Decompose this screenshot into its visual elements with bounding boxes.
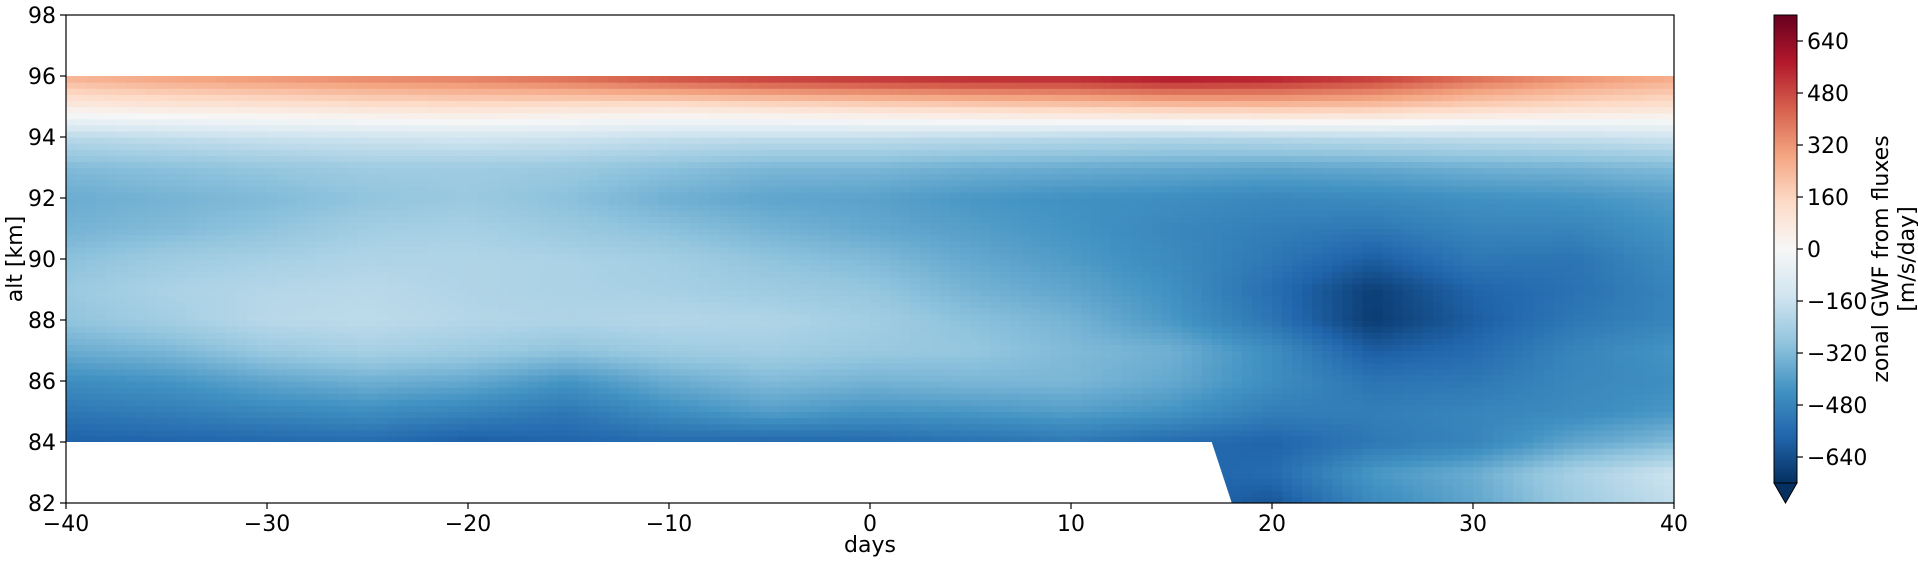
x-tick-label: 10 — [1057, 512, 1085, 537]
x-tick-label: 0 — [863, 512, 877, 537]
colorbar: 640 480 320 160 0 −160 −320 −480 −640 zonal GWF … — [1773, 14, 1918, 505]
x-tick-label: 40 — [1660, 512, 1688, 537]
y-tick-label: 82 — [28, 492, 56, 517]
x-tick-label: −20 — [445, 512, 491, 537]
y-axis-ticks: 82 84 86 88 90 92 94 96 98 — [28, 4, 66, 517]
x-tick-label: 20 — [1258, 512, 1286, 537]
colorbar-min-extension — [1773, 482, 1798, 505]
x-tick-label: −30 — [244, 512, 290, 537]
x-tick-label: −40 — [43, 512, 89, 537]
colorbar-label-line2: [m/s/day] — [1895, 206, 1918, 311]
colorbar-tick-label: 480 — [1807, 82, 1849, 107]
y-tick-label: 84 — [28, 431, 56, 456]
y-tick-label: 88 — [28, 309, 56, 334]
colorbar-label-line1: zonal GWF from fluxes — [1869, 135, 1894, 382]
y-tick-label: 90 — [28, 248, 56, 273]
colorbar-tick-label: 0 — [1807, 238, 1821, 263]
no-data-region — [66, 15, 1674, 503]
colorbar-tick-label: −640 — [1807, 446, 1867, 471]
x-axis-label: days — [844, 533, 896, 558]
x-axis-ticks: −40 −30 −20 −10 0 10 20 30 40 — [43, 503, 1688, 537]
colorbar-tick-label: −480 — [1807, 394, 1867, 419]
colorbar-tick-label: 640 — [1807, 30, 1849, 55]
y-tick-label: 92 — [28, 187, 56, 212]
x-tick-label: −10 — [646, 512, 692, 537]
y-tick-label: 98 — [28, 4, 56, 29]
colorbar-tick-label: 320 — [1807, 134, 1849, 159]
colorbar-ticks: 640 480 320 160 0 −160 −320 −480 −640 — [1797, 30, 1867, 471]
x-tick-label: 30 — [1459, 512, 1487, 537]
y-axis-label: alt [km] — [3, 216, 28, 303]
heatmap-field — [66, 76, 1674, 503]
colorbar-tick-label: 160 — [1807, 186, 1849, 211]
colorbar-gradient — [1773, 14, 1798, 484]
y-tick-label: 94 — [28, 126, 56, 151]
y-tick-label: 86 — [28, 370, 56, 395]
colorbar-tick-label: −320 — [1807, 342, 1867, 367]
y-tick-label: 96 — [28, 65, 56, 90]
colorbar-tick-label: −160 — [1807, 290, 1867, 315]
